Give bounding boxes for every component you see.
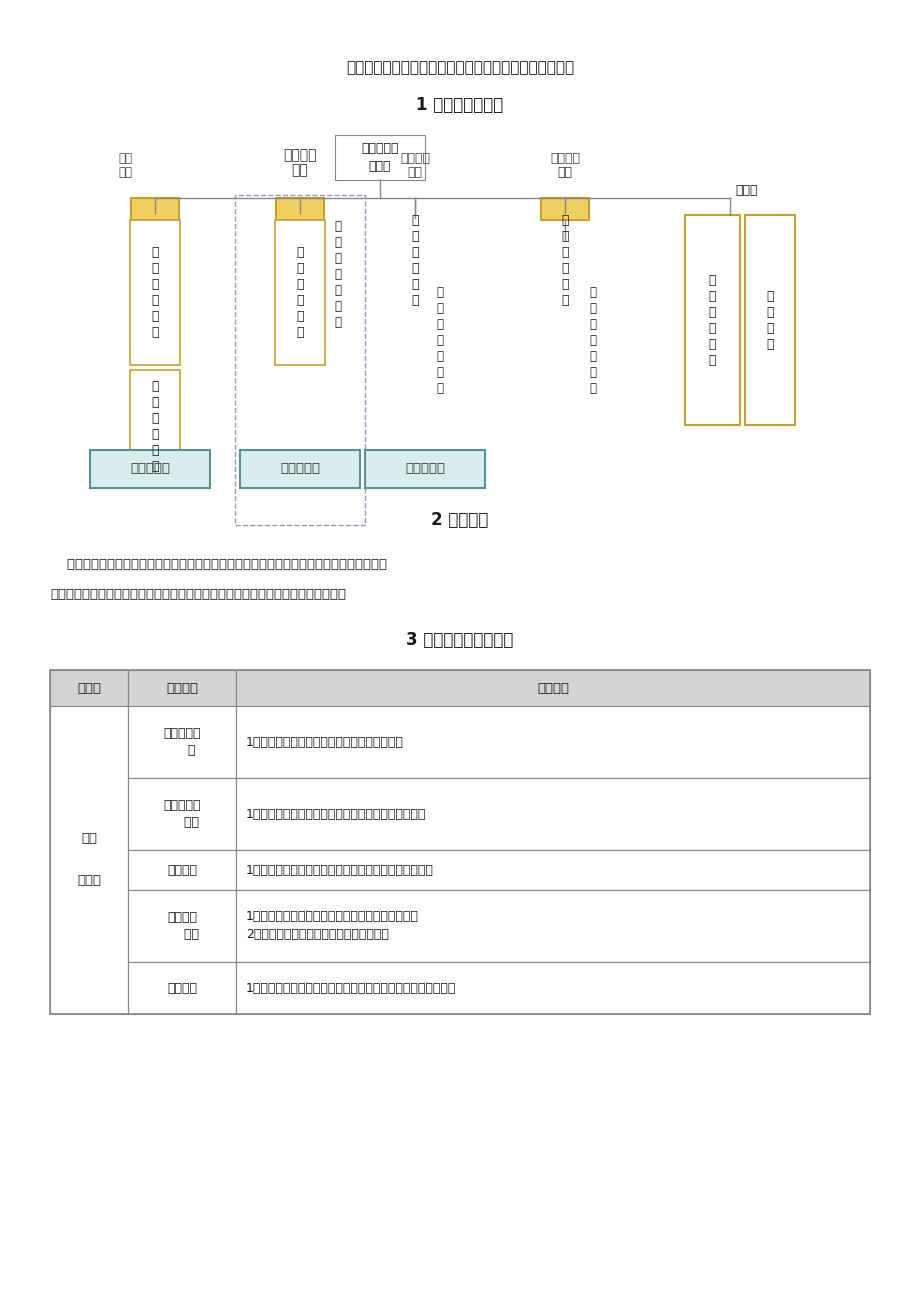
- Text: 行
政
助
理: 行 政 助 理: [766, 289, 773, 350]
- Text: 客户满意度
     管理: 客户满意度 管理: [163, 799, 200, 829]
- Text: 主要职责: 主要职责: [537, 681, 568, 694]
- Text: 品质管理组: 品质管理组: [279, 462, 320, 475]
- Text: 经理: 经理: [557, 165, 572, 178]
- Text: 客户服务管
     理: 客户服务管 理: [163, 727, 200, 756]
- Text: 风险管理组: 风险管理组: [130, 462, 170, 475]
- Text: 一级职能: 一级职能: [165, 681, 198, 694]
- Bar: [236, 671, 869, 706]
- Text: 客户服务部: 客户服务部: [361, 142, 398, 155]
- Bar: [685, 215, 739, 424]
- Bar: [50, 671, 128, 706]
- Bar: [130, 198, 179, 220]
- Bar: [128, 850, 236, 891]
- Text: 职能组: 职能组: [77, 681, 101, 694]
- Text: 品
质
管
理
主
管: 品 质 管 理 主 管: [296, 246, 303, 339]
- Text: 1、负责制定客户服务工作流程并推广、优化。: 1、负责制定客户服务工作流程并推广、优化。: [245, 736, 403, 749]
- Text: 客户服务部是华润置地江苏省公司客户服务管理中心，它基于客户服务管理、满意度管理、: 客户服务部是华润置地江苏省公司客户服务管理中心，它基于客户服务管理、满意度管理、: [50, 559, 387, 572]
- Text: 会员管理: 会员管理: [550, 151, 579, 164]
- Bar: [236, 706, 869, 779]
- Text: 大型房地产公司区域总部客户服务部组织架构与部门职责: 大型房地产公司区域总部客户服务部组织架构与部门职责: [346, 60, 573, 76]
- Text: 客户

关系组: 客户 关系组: [77, 832, 101, 888]
- Text: 客户关系组: 客户关系组: [404, 462, 445, 475]
- Text: 客
户
关
系
主
管: 客 户 关 系 主 管: [411, 214, 418, 306]
- Bar: [128, 671, 236, 706]
- Text: 1、制定客户服务标准、客户工作流程并推广和优化。: 1、制定客户服务标准、客户工作流程并推广和优化。: [245, 807, 425, 820]
- Text: 负责人: 负责人: [369, 160, 391, 173]
- Text: 会员管理等一系列工作，对各城市公司实施业务管理和指导，持续提升客户满意度。: 会员管理等一系列工作，对各城市公司实施业务管理和指导，持续提升客户满意度。: [50, 589, 346, 602]
- Bar: [128, 779, 236, 850]
- Text: 南
京
公
司
客
服: 南 京 公 司 客 服: [708, 273, 715, 366]
- Text: 经理: 经理: [407, 165, 422, 178]
- Text: 客户投诉
     管理: 客户投诉 管理: [165, 911, 199, 941]
- Bar: [234, 195, 365, 525]
- Text: 会
员
管
理
主
管: 会 员 管 理 主 管: [561, 214, 568, 306]
- Text: 1、制定公司客户投诉处理、投诉分级及回访制度；
2、客户投诉月报及投诉案例库备案管理。: 1、制定公司客户投诉处理、投诉分级及回访制度； 2、客户投诉月报及投诉案例库备案…: [245, 910, 418, 941]
- Bar: [90, 450, 210, 488]
- Bar: [236, 850, 869, 891]
- Bar: [365, 450, 484, 488]
- Bar: [236, 891, 869, 962]
- Text: 一
品
质
管
理
专
员: 一 品 质 管 理 专 员: [335, 220, 341, 329]
- Text: 副经理: 副经理: [734, 184, 756, 197]
- Text: 品质管理: 品质管理: [283, 148, 316, 161]
- Bar: [236, 962, 869, 1014]
- Bar: [276, 198, 323, 220]
- Bar: [130, 220, 180, 365]
- Text: 客户关系: 客户关系: [400, 151, 429, 164]
- Bar: [275, 220, 324, 365]
- Text: 3 客户服务部主要职责: 3 客户服务部主要职责: [406, 631, 513, 648]
- Text: 1、审批交付方案，指导城市公司交付工作组织、落实。: 1、审批交付方案，指导城市公司交付工作组织、落实。: [245, 863, 434, 876]
- Text: 交付管理: 交付管理: [167, 863, 197, 876]
- Bar: [50, 671, 869, 1014]
- Text: 经理: 经理: [291, 163, 308, 177]
- Text: 管理: 管理: [118, 151, 131, 164]
- Text: 客户信息: 客户信息: [167, 982, 197, 995]
- Text: 风
险
管
理
主
管: 风 险 管 理 主 管: [151, 246, 159, 339]
- Text: 1、负责建立城市公司的信息上报制度，并监督城市公司执行；: 1、负责建立城市公司的信息上报制度，并监督城市公司执行；: [245, 982, 456, 995]
- Text: 2 部门使命: 2 部门使命: [431, 510, 488, 529]
- Bar: [335, 135, 425, 180]
- Text: 风
险
管
理
专
员: 风 险 管 理 专 员: [151, 380, 159, 474]
- Text: 1 客户服务部架构: 1 客户服务部架构: [416, 96, 503, 115]
- Bar: [50, 706, 128, 1014]
- Text: 经险: 经险: [118, 165, 131, 178]
- Text: 一
客
户
关
系
专
员: 一 客 户 关 系 专 员: [436, 285, 443, 395]
- Text: 一
俺
员
管
理
专
皮: 一 俺 员 管 理 专 皮: [589, 285, 596, 395]
- Bar: [128, 962, 236, 1014]
- Bar: [130, 370, 180, 486]
- Bar: [128, 891, 236, 962]
- Bar: [240, 450, 359, 488]
- Bar: [236, 779, 869, 850]
- Bar: [540, 198, 588, 220]
- Bar: [744, 215, 794, 424]
- Bar: [128, 706, 236, 779]
